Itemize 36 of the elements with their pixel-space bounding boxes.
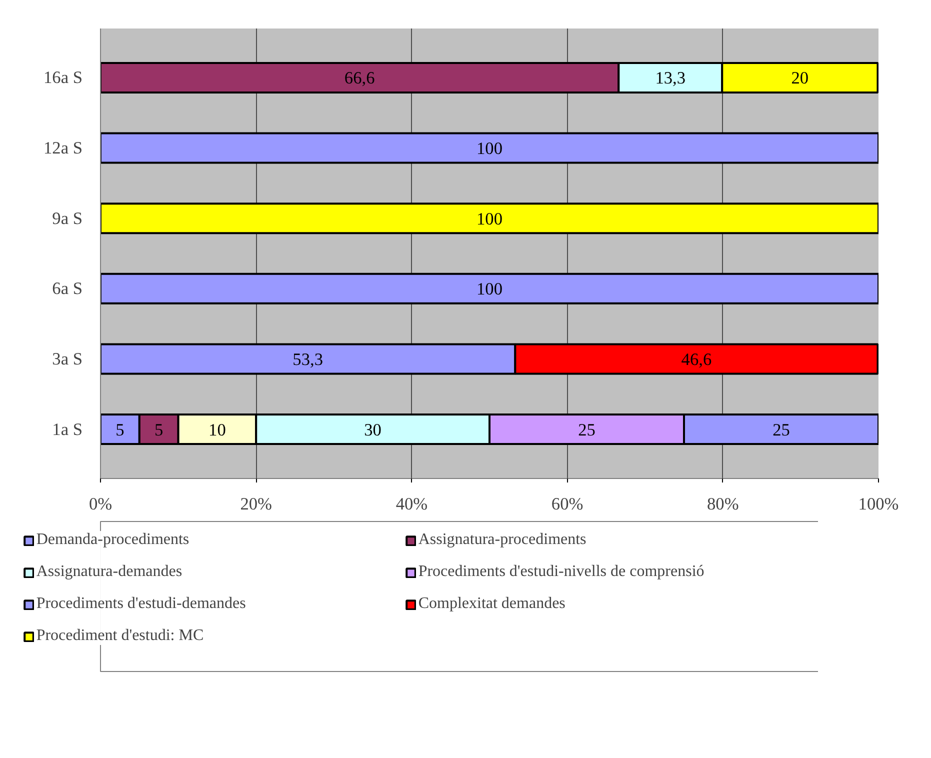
x-tick-label: 40%	[396, 494, 428, 514]
data-label: 46,6	[681, 350, 712, 369]
data-label: 5	[154, 420, 164, 440]
legend-label: Demanda-procediments	[36, 531, 190, 549]
legend-label: Assignatura-demandes	[36, 563, 184, 581]
data-label: 100	[476, 280, 503, 299]
x-tick-label: 80%	[707, 494, 739, 514]
data-label: 25	[578, 420, 596, 440]
legend-label: Assignatura-procediments	[418, 531, 588, 549]
data-label: 100	[476, 209, 503, 228]
data-label: 53,3	[292, 350, 324, 369]
bar	[100, 272, 878, 304]
x-tick-label: 0%	[88, 494, 112, 514]
legend-label: Procediments d'estudi-demandes	[36, 595, 247, 613]
data-label: 66,6	[344, 68, 376, 88]
data-label: 13,3	[655, 68, 686, 88]
y-tick-label: 6a S	[52, 279, 83, 298]
y-tick-label: 1a S	[52, 420, 83, 439]
y-tick-label: 16a S	[44, 68, 83, 88]
y-tick-label: 3a S	[52, 349, 83, 368]
bar	[100, 132, 878, 164]
data-label: 5	[116, 420, 124, 440]
data-label: 25	[772, 420, 790, 440]
legend-label: Procediment d'estudi: MC	[36, 627, 205, 645]
data-label: 10	[208, 420, 226, 440]
x-tick-label: 60%	[551, 494, 584, 514]
bar	[100, 202, 878, 234]
x-tick-label: 100%	[858, 494, 899, 514]
data-label: 20	[791, 68, 809, 88]
legend-label: Complexitat demandes	[418, 595, 566, 613]
x-tick-label: 20%	[240, 494, 272, 514]
legend-label: Procediments d'estudi-nivells de comprensió	[418, 563, 706, 581]
y-tick-label: 9a S	[52, 208, 83, 228]
data-label: 100	[476, 139, 503, 158]
data-label: 30	[364, 420, 382, 440]
y-tick-label: 12a S	[44, 138, 83, 158]
